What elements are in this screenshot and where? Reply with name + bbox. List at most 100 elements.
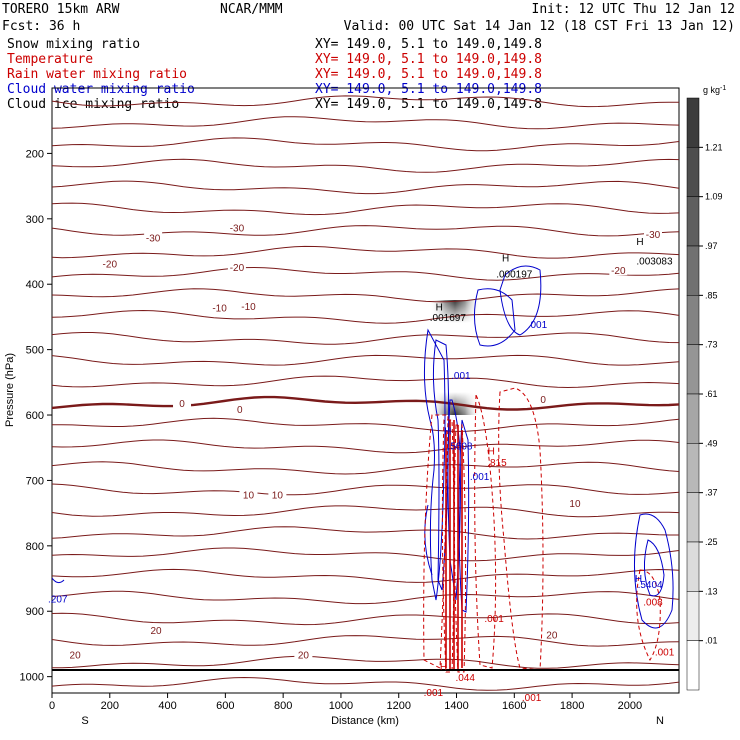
y-tick-label: 1000 [20, 672, 44, 684]
isotherm-label: 20 [298, 651, 310, 662]
x-tick-label: 1400 [444, 700, 468, 712]
colorbar-segment [686, 591, 700, 641]
isotherm [52, 395, 679, 411]
valid-time: Valid: 00 UTC Sat 14 Jan 12 (18 CST Fri … [344, 19, 735, 34]
high-marker: H [635, 574, 642, 585]
isotherm [52, 375, 679, 389]
y-tick-label: 800 [26, 541, 44, 553]
isotherm-label-bg [100, 257, 119, 269]
field-labels: -20 -30 -30 -20 -20 -30 -10 -10 0 0 0 10 10 10 20 20 20 2… [48, 221, 675, 704]
colorbar-segment [686, 492, 700, 543]
isotherm [52, 245, 679, 259]
isotherm-label: -20 [103, 260, 118, 271]
isotherm [52, 332, 679, 345]
field-temperature-label: Temperature [7, 52, 93, 67]
isotherm [52, 116, 679, 130]
y-tick-label: 300 [26, 214, 44, 226]
contour-value-label: .001 [522, 693, 542, 704]
isotherm-label-bg [534, 392, 553, 404]
colorbar-segment [686, 245, 700, 296]
isotherm-label-bg [227, 221, 246, 233]
colorbar-tick-label: .13 [705, 586, 718, 596]
forecast-hour: Fcst: 36 h [2, 19, 80, 34]
y-axis-label: Pressure (hPa) [4, 353, 16, 427]
isotherm [52, 417, 679, 432]
colorbar-tick-label: 1.09 [705, 192, 723, 202]
isotherm-label: -20 [611, 266, 626, 277]
high-marker: H [636, 237, 643, 248]
isotherm-label: -10 [212, 303, 227, 314]
x-tick-label: 400 [158, 700, 176, 712]
isotherm [52, 461, 679, 475]
field-rain-label: Rain water mixing ratio [7, 67, 187, 82]
y-tick-label: 700 [26, 475, 44, 487]
colorbar-unit: g kg-1 [703, 85, 726, 95]
isotherm-label: -30 [146, 233, 161, 244]
isotherm [52, 288, 679, 303]
isotherm-label: 10 [569, 499, 581, 510]
isotherm-label-bg [565, 496, 584, 508]
isotherm-label-bg [268, 488, 287, 500]
isotherm-label-bg [239, 300, 258, 312]
high-marker: H [488, 446, 495, 457]
contour-value-label: .815 [487, 458, 507, 469]
high-marker: H [436, 302, 443, 313]
colorbar-segment [686, 443, 700, 493]
isotherm-label: 0 [540, 395, 546, 406]
isotherm-label-bg [66, 648, 85, 660]
y-axis: 200 300 400 500 600 700 800 900 1000 [20, 148, 52, 684]
xy-range-top: XY= 149.0, 5.1 to 149.0,149.8 [315, 37, 542, 52]
isotherm-label-bg [230, 402, 249, 414]
contour-value-label: .001 [470, 472, 490, 483]
colorbar-segment [686, 393, 700, 444]
x-tick-label: 600 [216, 700, 234, 712]
high-marker: H [444, 427, 451, 438]
colorbar-segment [686, 344, 700, 395]
snow-colorbar: 1.21 1.09 .97 .85 .73 .61 .49 .37 .25 .13 .01 [686, 97, 723, 691]
north-label: N [656, 715, 664, 727]
isotherm-label: 20 [70, 651, 82, 662]
isotherm [52, 95, 679, 108]
x-axis: 0 200 400 600 800 1000 1200 1400 1600 1800 2000 [49, 693, 642, 712]
isotherm-label: 0 [179, 399, 185, 410]
contour-value-label: .5404 [638, 580, 663, 591]
isotherm [52, 202, 679, 216]
plot-frame [51, 87, 680, 694]
contour-value-label: .008 [643, 598, 663, 609]
isotherm-label: 10 [272, 490, 284, 501]
colorbar-tick-label: .61 [705, 389, 718, 399]
isotherm-label: 20 [546, 630, 558, 641]
model-title: TORERO 15km ARW [2, 2, 120, 17]
contour-value-label: .001 [484, 614, 504, 625]
colorbar-tick-label: .37 [705, 488, 718, 498]
colorbar-segment [686, 295, 700, 345]
isotherm-label: -30 [230, 224, 245, 235]
isotherm [52, 547, 679, 562]
temperature-isotherms [52, 95, 679, 691]
colorbar-segment [686, 147, 700, 197]
contour-value-label: .044 [455, 673, 475, 684]
isotherm [52, 568, 679, 583]
south-label: S [81, 715, 88, 727]
colorbar-segment [686, 196, 700, 247]
x-tick-label: 0 [49, 700, 55, 712]
colorbar-tick-label: .73 [705, 340, 718, 350]
field-snow-label: Snow mixing ratio [7, 37, 140, 52]
contour-value-label: .001 [424, 688, 444, 699]
isotherm-label: -30 [646, 230, 661, 241]
isotherm [52, 655, 679, 669]
contour-value-label: .001 [451, 371, 471, 382]
x-axis-label: Distance (km) [331, 715, 399, 727]
isotherm-label: 20 [150, 626, 162, 637]
isotherm-label: -20 [230, 263, 245, 274]
cloud-water-contours [52, 265, 674, 629]
x-tick-label: 1800 [560, 700, 584, 712]
center-name: NCAR/MMM [220, 2, 283, 17]
y-tick-label: 400 [26, 279, 44, 291]
isotherm-label-bg [144, 231, 163, 243]
high-marker: H [440, 662, 447, 673]
isotherm [52, 590, 679, 605]
field-cloudwater-xy: XY= 149.0, 5.1 to 149.0,149.8 [315, 82, 542, 97]
colorbar-tick-label: .85 [705, 290, 718, 300]
